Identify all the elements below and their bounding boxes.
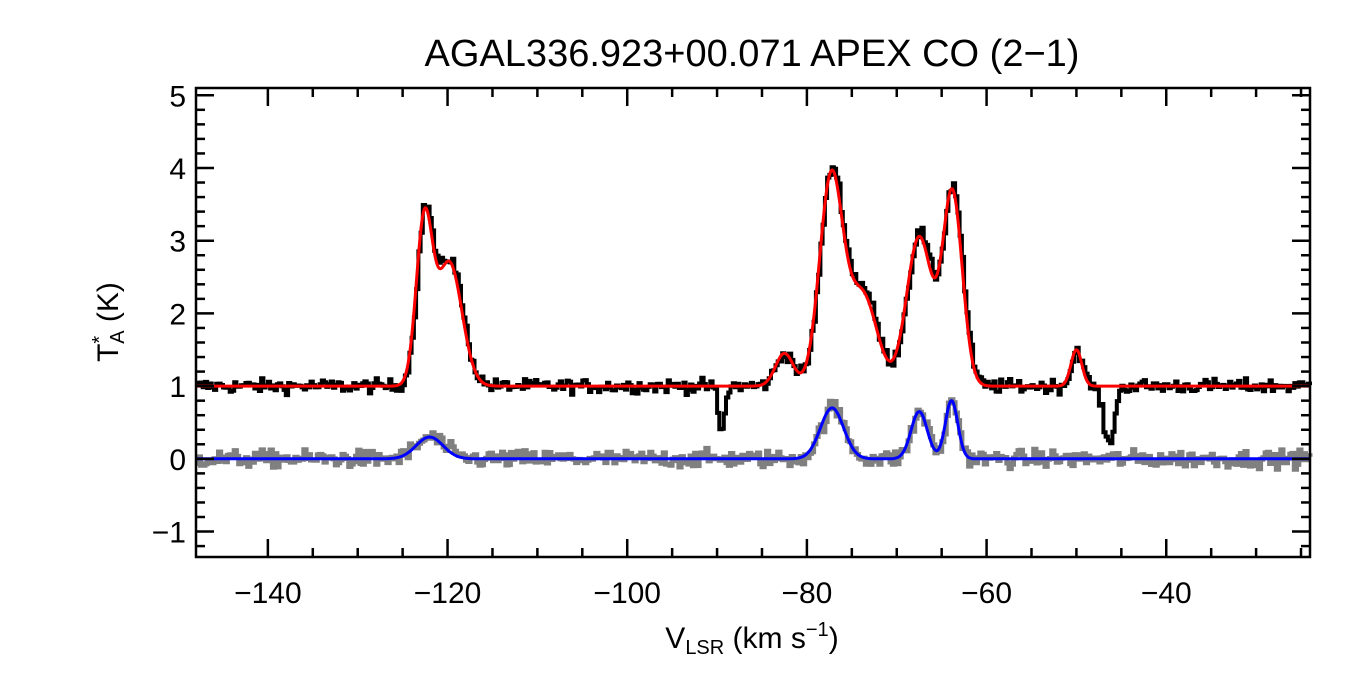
plot-frame	[194, 86, 1312, 559]
chart-title: AGAL336.923+00.071 APEX CO (2−1)	[425, 33, 1080, 75]
y-tick-label: −1	[152, 517, 186, 550]
x-tick-label: −40	[1141, 577, 1192, 610]
x-tick-label: −80	[781, 577, 832, 610]
y-axis-label-sub: A	[107, 330, 129, 344]
y-tick-label: 1	[169, 371, 186, 404]
x-axis-label-units-sup: −1	[806, 619, 829, 641]
red-fit-line	[196, 168, 1310, 388]
x-axis-label-sub: LSR	[685, 637, 724, 659]
y-tick-label: 2	[169, 298, 186, 331]
y-tick-label: 0	[169, 444, 186, 477]
blue-fit-line	[196, 398, 1310, 461]
x-axis-label-units-end: )	[829, 622, 839, 655]
fit-layer	[196, 168, 1310, 461]
y-axis-label-main: T	[92, 344, 125, 362]
x-tick-labels: −140 −120 −100 −80 −60 −40	[234, 577, 1192, 610]
y-tick-label: 5	[169, 80, 186, 113]
observed-spectrum-trace	[196, 165, 1312, 446]
observed-spectrum-layer	[196, 165, 1312, 446]
y-tick-labels: −1 0 1 2 3 4 5	[152, 80, 186, 549]
x-tick-label: −60	[961, 577, 1012, 610]
x-tick-label: −100	[593, 577, 661, 610]
y-axis-label-units: (K)	[92, 282, 125, 330]
x-tick-label: −140	[234, 577, 302, 610]
y-tick-label: 4	[169, 153, 186, 186]
y-axis-label: T*A (K)	[89, 282, 129, 362]
x-axis-label-units: (km s	[724, 622, 806, 655]
y-tick-label: 3	[169, 226, 186, 259]
y-axis-label-sup: *	[89, 336, 111, 344]
x-axis-label-main: V	[665, 622, 685, 655]
x-tick-label: −120	[414, 577, 482, 610]
axis-ticks	[196, 88, 1310, 557]
x-axis-label: VLSR (km s−1)	[665, 619, 838, 659]
